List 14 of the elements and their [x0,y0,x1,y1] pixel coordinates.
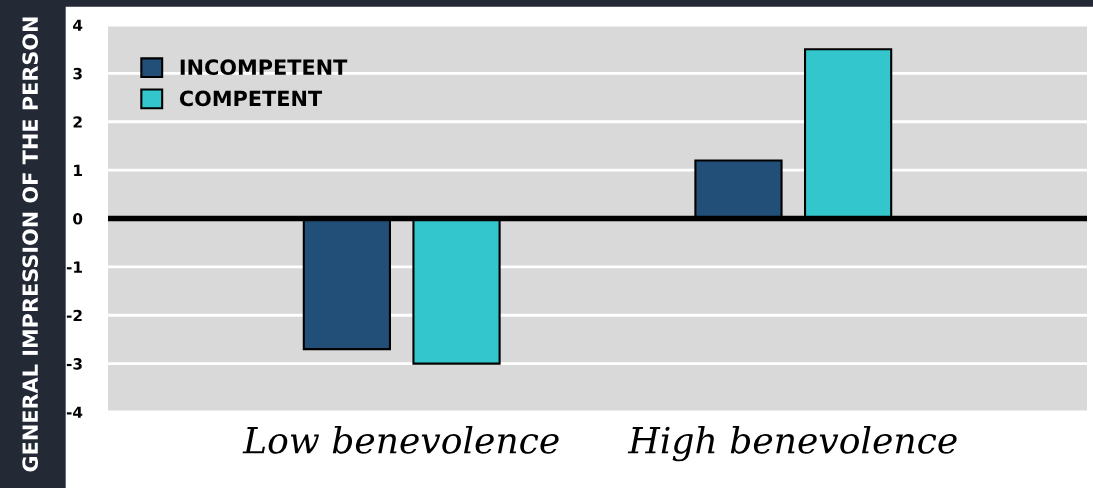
y-tick-label: 2 [73,116,82,128]
y-tick-label: -1 [66,261,82,273]
x-tick-label: High benevolence [627,425,957,462]
legend-label: INCOMPETENT [180,59,348,76]
y-tick-label: 0 [73,212,83,225]
y-tick-label: -2 [66,309,82,322]
y-tick-label: -3 [66,358,82,370]
x-tick-label: Low benevolence [242,425,559,454]
y-axis-title: GENERAL IMPRESSION OF THE PERSON [22,17,39,472]
y-tick-label: 4 [73,19,83,31]
y-tick-label: 1 [74,164,82,176]
y-tick-label: -4 [66,406,83,418]
y-tick-label: 3 [73,67,82,80]
legend-label: COMPETENT [179,90,323,107]
